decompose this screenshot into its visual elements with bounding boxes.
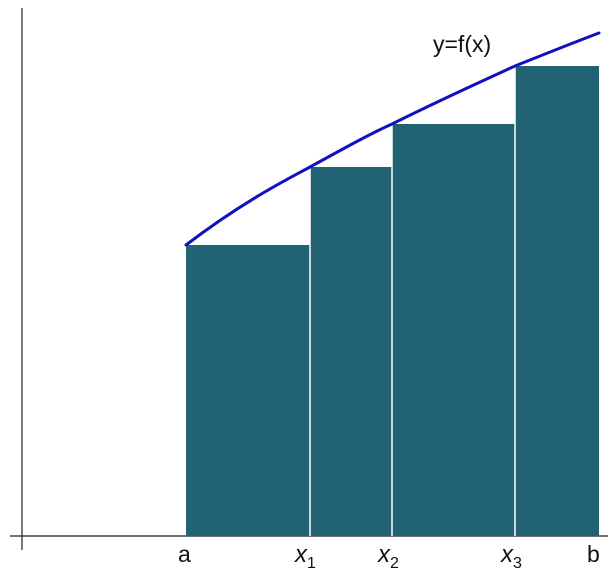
label-x3: x3 (500, 541, 522, 571)
rectangle-3 (392, 124, 515, 536)
curve-label: y=f(x) (433, 31, 491, 57)
label-a: a (178, 541, 191, 567)
label-b: b (587, 541, 600, 567)
rectangle-1 (186, 245, 310, 536)
label-x2: x2 (377, 541, 399, 571)
rectangle-2 (310, 167, 392, 536)
function-curve (184, 31, 601, 247)
label-x1: x1 (294, 541, 316, 571)
rectangle-4 (515, 66, 599, 536)
